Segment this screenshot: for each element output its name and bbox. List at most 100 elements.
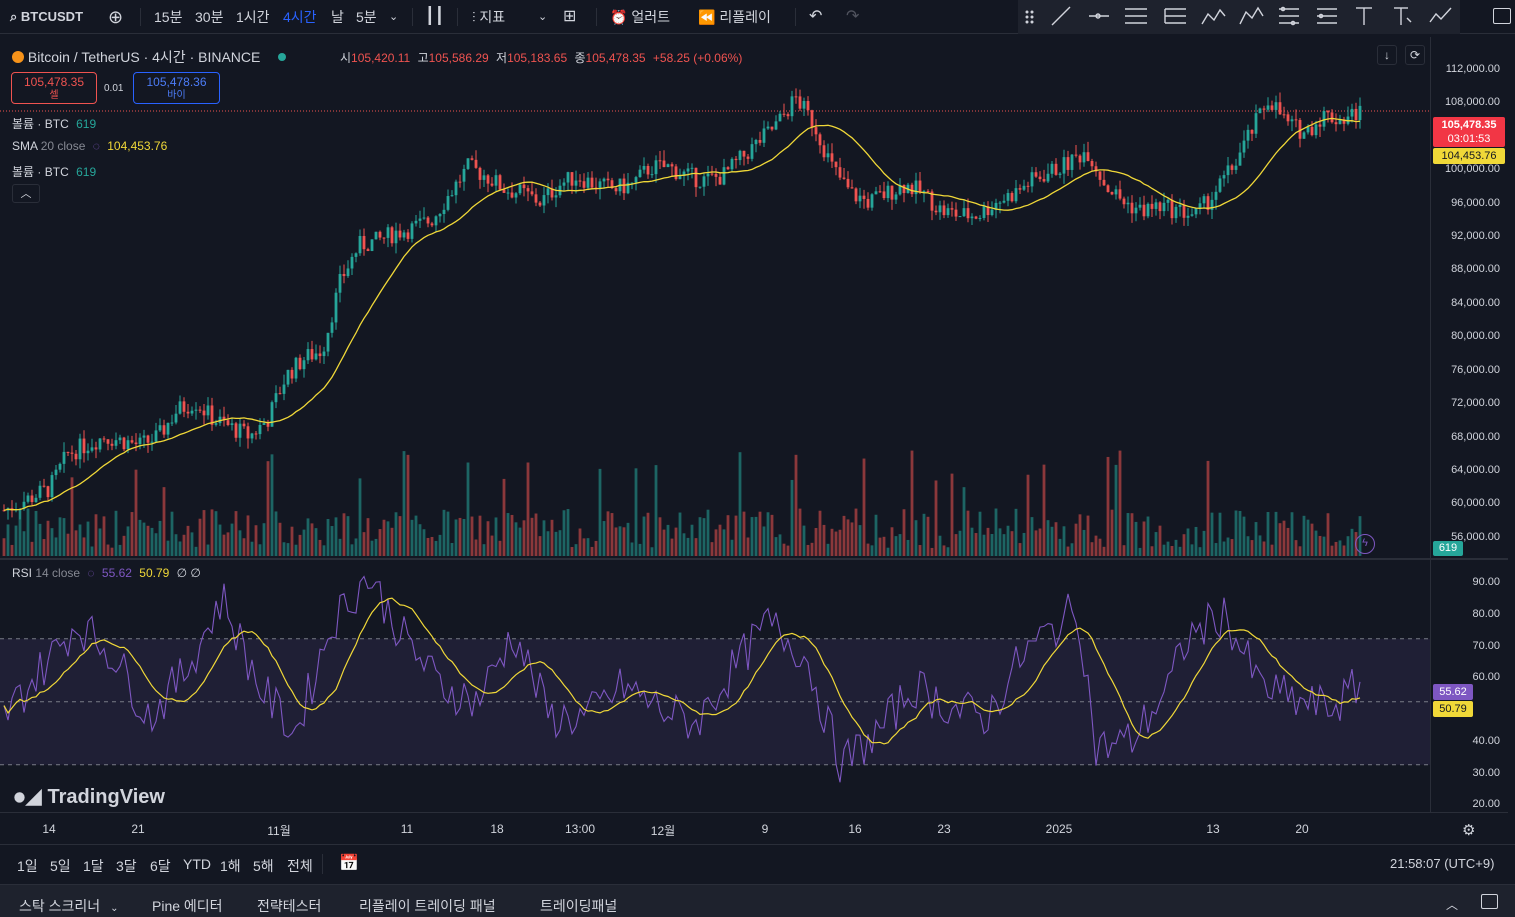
- volume-bar: [134, 469, 138, 556]
- price-chart-svg[interactable]: [0, 37, 1430, 558]
- tab-stock-screener[interactable]: 스탁 스크리너 ⌄: [19, 896, 118, 916]
- interval-4h[interactable]: 4시간: [283, 9, 317, 25]
- parallel-channel-icon[interactable]: [1125, 8, 1147, 24]
- range-3m[interactable]: 3달: [116, 858, 137, 874]
- volume-bar: [1130, 513, 1134, 556]
- candle-body: [1342, 119, 1346, 124]
- undo-icon[interactable]: ↶: [809, 8, 823, 25]
- interval-30m[interactable]: 30분: [195, 9, 224, 25]
- range-5y[interactable]: 5해: [253, 858, 274, 874]
- volume-bar: [850, 522, 854, 556]
- candle-body: [670, 164, 674, 167]
- range-1d[interactable]: 1일: [17, 858, 38, 874]
- interval-day[interactable]: 날: [331, 9, 344, 25]
- volume-bar: [1066, 546, 1070, 556]
- candle-body: [1186, 215, 1190, 218]
- xabcd-pattern-icon[interactable]: [1201, 8, 1226, 25]
- horizontal-ray-icon[interactable]: [1089, 13, 1109, 19]
- settings-gear-icon[interactable]: ⚙: [1462, 822, 1476, 839]
- volume-bar: [1210, 512, 1214, 556]
- indicators-button[interactable]: ⫶ 지표: [472, 0, 505, 34]
- alert-button[interactable]: ⏰ 얼러트: [610, 0, 670, 34]
- pane-separator[interactable]: [0, 558, 1508, 560]
- volume-bar: [614, 527, 618, 556]
- clock-timezone[interactable]: 21:58:07 (UTC+9): [1390, 856, 1495, 871]
- sync-icon[interactable]: ⟳: [1405, 45, 1425, 65]
- pitchfork-icon[interactable]: [1164, 8, 1186, 24]
- candle-body: [970, 216, 974, 219]
- tab-pine-editor[interactable]: Pine 에디터: [152, 898, 223, 914]
- interval-1h[interactable]: 1시간: [236, 9, 270, 25]
- time-axis[interactable]: 14 21 11월 11 18 13:00 12월 9 16 23 2025 1…: [0, 812, 1508, 844]
- volume-bar: [1218, 512, 1222, 556]
- maximize-panel-icon[interactable]: [1481, 894, 1498, 909]
- redo-icon[interactable]: ↷: [846, 8, 860, 25]
- sma-legend[interactable]: SMA 20 close ◌ 104,453.76: [12, 139, 167, 153]
- range-1m[interactable]: 1달: [83, 858, 104, 874]
- lightning-icon[interactable]: ϟ: [1355, 534, 1375, 554]
- path-brush-icon[interactable]: [1429, 7, 1452, 23]
- candle-body: [530, 191, 534, 195]
- volume-bar: [950, 473, 954, 556]
- rsi-legend[interactable]: RSI 14 close ◌ 55.62 50.79 ∅ ∅: [12, 566, 201, 580]
- chevron-down-icon[interactable]: ⌄: [538, 11, 548, 23]
- interval-5m[interactable]: 5분: [356, 9, 377, 25]
- arrow-down-icon[interactable]: ↓: [1377, 45, 1397, 65]
- volume-bar: [750, 517, 754, 556]
- text-tool-icon[interactable]: [1356, 7, 1372, 25]
- rsi-chart-svg[interactable]: [0, 560, 1430, 812]
- calendar-goto-icon[interactable]: 📅: [339, 855, 359, 872]
- sell-button[interactable]: 105,478.35 셀: [11, 72, 97, 104]
- candle-body: [490, 183, 494, 186]
- candle-body: [378, 231, 382, 238]
- candle-body: [802, 101, 806, 109]
- candle-body: [310, 349, 314, 360]
- interval-15m[interactable]: 15분: [154, 9, 183, 25]
- tab-strategy-tester[interactable]: 전략테스터: [257, 898, 322, 914]
- layout-grid-icon[interactable]: ⊞: [563, 8, 577, 25]
- candle-body: [546, 188, 550, 196]
- candle-body: [838, 167, 842, 178]
- tab-trading-panel[interactable]: 트레이딩패널: [540, 898, 618, 914]
- fib-retracement-icon[interactable]: [1279, 6, 1299, 26]
- candle-body: [402, 232, 406, 238]
- text-note-icon[interactable]: [1394, 7, 1412, 25]
- buy-button[interactable]: 105,478.36 바이: [133, 72, 220, 104]
- range-6m[interactable]: 6달: [150, 858, 171, 874]
- drag-handle-icon[interactable]: [1025, 10, 1034, 24]
- tab-replay-trading-panel[interactable]: 리플레이 트레이딩 패널: [359, 898, 496, 914]
- price-tick: 92,000.00: [1451, 230, 1500, 242]
- chevron-up-icon[interactable]: ︿: [1446, 898, 1459, 912]
- range-1y[interactable]: 1해: [220, 858, 241, 874]
- candle-body: [1074, 154, 1078, 156]
- chart-title-legend[interactable]: Bitcoin / TetherUS · 4시간 · BINANCE: [12, 47, 287, 67]
- volume-label: 볼륨 · BTC: [12, 165, 69, 179]
- range-ytd[interactable]: YTD: [183, 856, 211, 872]
- price-axis[interactable]: 112,000.00 108,000.00 100,000.00 96,000.…: [1430, 37, 1508, 812]
- symbol-search-button[interactable]: ⌕ BTCUSDT: [10, 0, 83, 34]
- candles-type-icon[interactable]: ┃┃: [425, 8, 445, 25]
- volume-bar: [226, 532, 230, 556]
- range-5d[interactable]: 5일: [50, 858, 71, 874]
- abc-pattern-icon[interactable]: [1239, 6, 1264, 25]
- chevron-down-icon[interactable]: ⌄: [389, 11, 399, 23]
- volume-bar: [250, 541, 254, 556]
- trend-line-icon[interactable]: [1051, 6, 1071, 26]
- volume-bar: [886, 547, 890, 556]
- gann-box-icon[interactable]: [1317, 8, 1337, 24]
- volume-legend-2[interactable]: 볼륨 · BTC 619: [12, 163, 96, 180]
- volume-legend-1[interactable]: 볼륨 · BTC 619: [12, 115, 96, 132]
- replay-button[interactable]: ⏪ 리플레이: [698, 0, 771, 34]
- rsi-pane[interactable]: [0, 560, 1430, 812]
- main-chart-pane[interactable]: [0, 37, 1430, 558]
- last-price-value: 105,478.35: [1441, 119, 1497, 131]
- compare-add-icon[interactable]: ⊕: [108, 7, 124, 27]
- candle-body: [394, 230, 398, 244]
- candle-body: [722, 167, 726, 185]
- candle-body: [686, 168, 690, 172]
- candle-body: [914, 180, 918, 195]
- collapse-legend-button[interactable]: ︿: [12, 184, 40, 203]
- volume-bar: [1154, 532, 1158, 556]
- range-all[interactable]: 전체: [287, 858, 313, 874]
- fullscreen-icon[interactable]: [1493, 8, 1511, 24]
